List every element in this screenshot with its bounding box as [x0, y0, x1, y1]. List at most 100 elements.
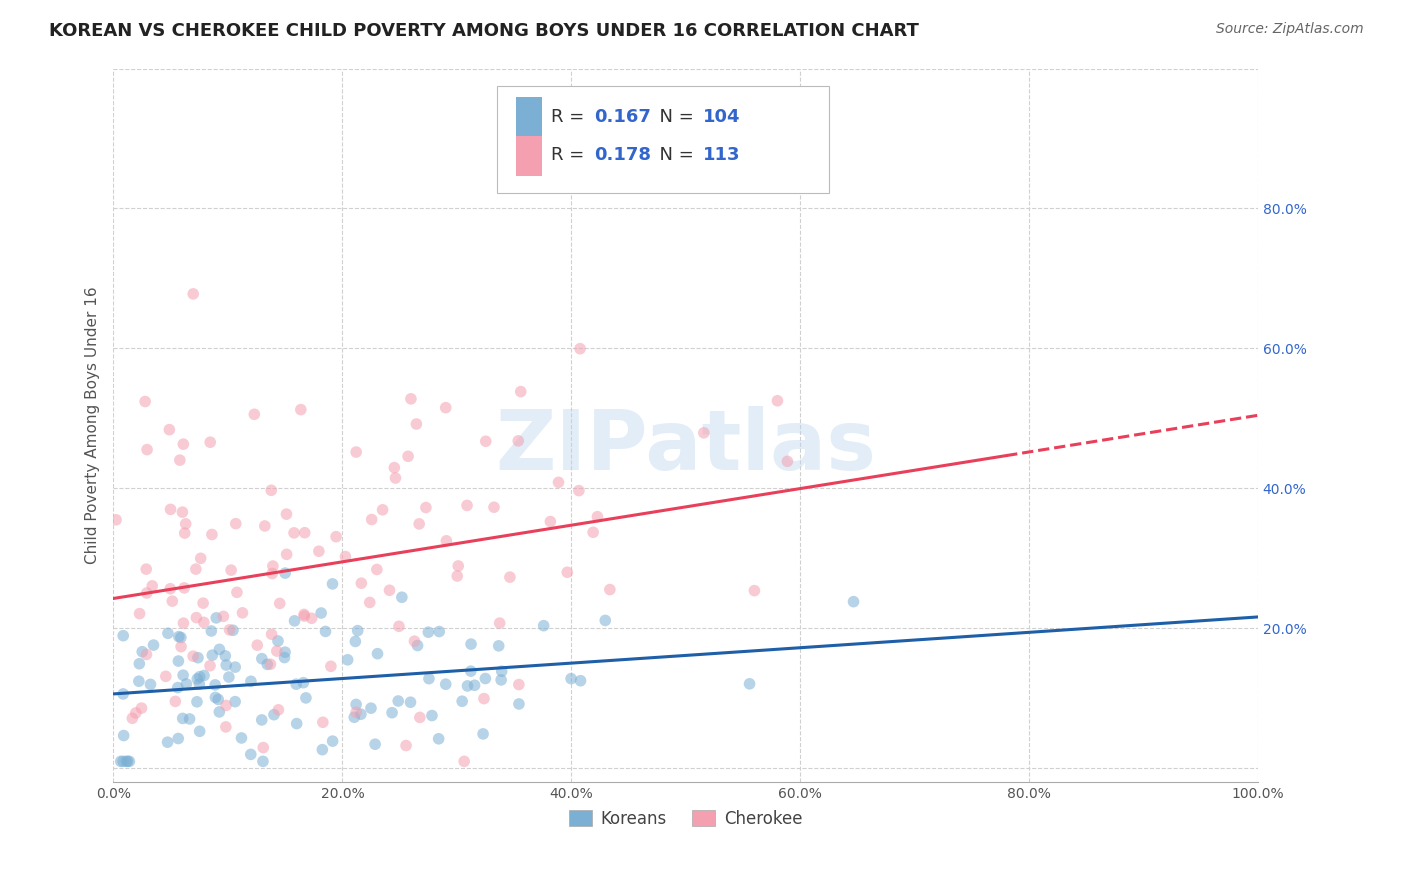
- Text: R =: R =: [551, 145, 589, 163]
- Point: [366, 647, 388, 661]
- Point: [399, 392, 422, 406]
- Point: [200, 435, 222, 450]
- Point: [344, 698, 367, 712]
- Point: [378, 583, 401, 598]
- Point: [266, 644, 288, 658]
- Point: [292, 609, 315, 624]
- Point: [308, 544, 330, 558]
- Point: [204, 678, 226, 692]
- Point: [186, 610, 208, 624]
- Point: [322, 734, 344, 748]
- Point: [344, 634, 367, 648]
- Point: [274, 566, 297, 580]
- Point: [555, 566, 578, 580]
- Point: [508, 697, 530, 711]
- Point: [157, 423, 180, 437]
- Point: [170, 640, 193, 654]
- Point: [110, 755, 132, 769]
- Point: [262, 566, 284, 581]
- Point: [198, 658, 221, 673]
- Point: [381, 706, 404, 720]
- Text: 104: 104: [703, 108, 741, 126]
- Point: [391, 591, 413, 605]
- Point: [172, 668, 194, 682]
- Point: [406, 639, 429, 653]
- Point: [159, 582, 181, 596]
- Point: [273, 650, 295, 665]
- Point: [179, 712, 201, 726]
- Point: [344, 706, 367, 720]
- Point: [204, 690, 226, 705]
- Point: [395, 739, 418, 753]
- Point: [482, 500, 505, 515]
- Point: [274, 645, 297, 659]
- Point: [201, 527, 224, 541]
- Point: [131, 701, 153, 715]
- Point: [162, 594, 184, 608]
- Point: [451, 694, 474, 708]
- Point: [134, 394, 156, 409]
- Point: [208, 642, 231, 657]
- Point: [409, 710, 432, 724]
- Point: [474, 672, 496, 686]
- Point: [250, 651, 273, 665]
- Point: [418, 672, 440, 686]
- Point: [488, 639, 510, 653]
- Text: 0.178: 0.178: [595, 145, 651, 163]
- Point: [464, 678, 486, 692]
- Point: [360, 701, 382, 715]
- Point: [388, 619, 411, 633]
- Point: [315, 624, 337, 639]
- Point: [184, 562, 207, 576]
- Point: [136, 442, 159, 457]
- Point: [446, 569, 468, 583]
- Point: [193, 615, 215, 630]
- Point: [344, 445, 367, 459]
- Text: N =: N =: [648, 145, 699, 163]
- Point: [159, 502, 181, 516]
- Point: [131, 645, 153, 659]
- Point: [260, 483, 283, 498]
- Point: [472, 727, 495, 741]
- Point: [112, 755, 135, 769]
- Point: [404, 634, 426, 648]
- Point: [193, 668, 215, 682]
- Point: [415, 500, 437, 515]
- Point: [766, 393, 789, 408]
- Point: [263, 707, 285, 722]
- Point: [169, 453, 191, 467]
- Point: [167, 731, 190, 746]
- Point: [176, 677, 198, 691]
- Point: [408, 516, 430, 531]
- Point: [456, 499, 478, 513]
- Point: [343, 710, 366, 724]
- Point: [117, 755, 139, 769]
- Point: [560, 672, 582, 686]
- Text: Source: ZipAtlas.com: Source: ZipAtlas.com: [1216, 22, 1364, 37]
- Point: [142, 638, 165, 652]
- Point: [427, 731, 450, 746]
- Point: [267, 634, 290, 648]
- Point: [283, 614, 305, 628]
- Point: [538, 515, 561, 529]
- Point: [141, 579, 163, 593]
- Point: [269, 596, 291, 610]
- Point: [239, 674, 262, 689]
- Point: [200, 624, 222, 638]
- Point: [295, 690, 318, 705]
- Point: [285, 677, 308, 691]
- Point: [285, 716, 308, 731]
- Point: [319, 659, 342, 673]
- Point: [842, 595, 865, 609]
- Point: [325, 530, 347, 544]
- Point: [294, 525, 316, 540]
- Point: [346, 624, 368, 638]
- Point: [350, 576, 373, 591]
- Point: [135, 586, 157, 600]
- Point: [456, 679, 478, 693]
- Point: [593, 614, 616, 628]
- Point: [488, 616, 510, 631]
- Point: [222, 624, 245, 638]
- Point: [166, 681, 188, 695]
- Point: [112, 729, 135, 743]
